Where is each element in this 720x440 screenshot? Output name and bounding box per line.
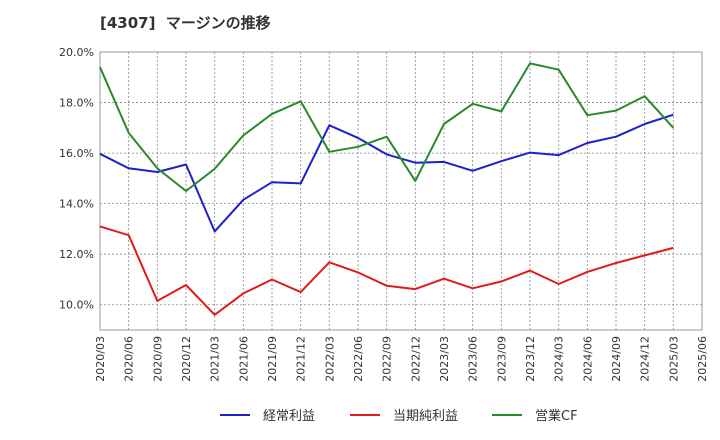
- x-tick-label: 2024/03: [553, 336, 566, 382]
- x-tick-label: 2020/03: [94, 336, 107, 382]
- x-tick-label: 2021/03: [209, 336, 222, 382]
- x-axis-ticks: 2020/03 2020/06 2020/09 2020/12 2021/03 2021/…: [94, 336, 709, 382]
- x-tick-label: 2021/12: [295, 336, 308, 382]
- x-tick-label: 2025/06: [696, 336, 709, 382]
- x-tick-label: 2020/12: [180, 336, 193, 382]
- series-layer: [99, 62, 675, 316]
- y-axis-ticks: 10.0% 12.0% 14.0% 16.0% 18.0% 20.0%: [59, 46, 94, 312]
- x-tick-label: 2023/12: [524, 336, 537, 382]
- y-tick-label: 10.0%: [59, 299, 94, 312]
- x-tick-label: 2025/03: [667, 336, 680, 382]
- grid-layer: [100, 52, 702, 330]
- x-tick-label: 2020/09: [151, 336, 164, 382]
- x-tick-label: 2023/06: [467, 336, 480, 382]
- legend-label-2: 当期純利益: [393, 409, 458, 424]
- x-tick-label: 2022/12: [409, 336, 422, 382]
- x-tick-label: 2024/12: [639, 336, 652, 382]
- chart-title: [4307] マージンの推移: [100, 14, 271, 32]
- y-tick-label: 18.0%: [59, 97, 94, 110]
- legend-label-3: 営業CF: [535, 408, 578, 424]
- x-tick-label: 2024/06: [581, 336, 594, 382]
- y-tick-label: 16.0%: [59, 147, 94, 160]
- x-tick-label: 2020/06: [123, 336, 136, 382]
- x-tick-label: 2022/03: [323, 336, 336, 382]
- y-tick-label: 14.0%: [59, 198, 94, 211]
- y-tick-label: 12.0%: [59, 248, 94, 261]
- legend: 経常利益 当期純利益 営業CF: [220, 408, 578, 424]
- x-tick-label: 2021/09: [266, 336, 279, 382]
- plot-area-frame: [99, 51, 703, 331]
- x-tick-label: 2021/06: [237, 336, 250, 382]
- series-line-3: [99, 62, 675, 192]
- x-tick-label: 2023/03: [438, 336, 451, 382]
- legend-label-1: 経常利益: [263, 409, 315, 424]
- series-line-2: [99, 225, 674, 316]
- x-tick-label: 2024/09: [610, 336, 623, 382]
- x-tick-label: 2023/09: [495, 336, 508, 382]
- y-tick-label: 20.0%: [59, 46, 94, 59]
- series-line-1: [99, 113, 674, 233]
- x-tick-label: 2022/09: [381, 336, 394, 382]
- x-tick-label: 2022/06: [352, 336, 365, 382]
